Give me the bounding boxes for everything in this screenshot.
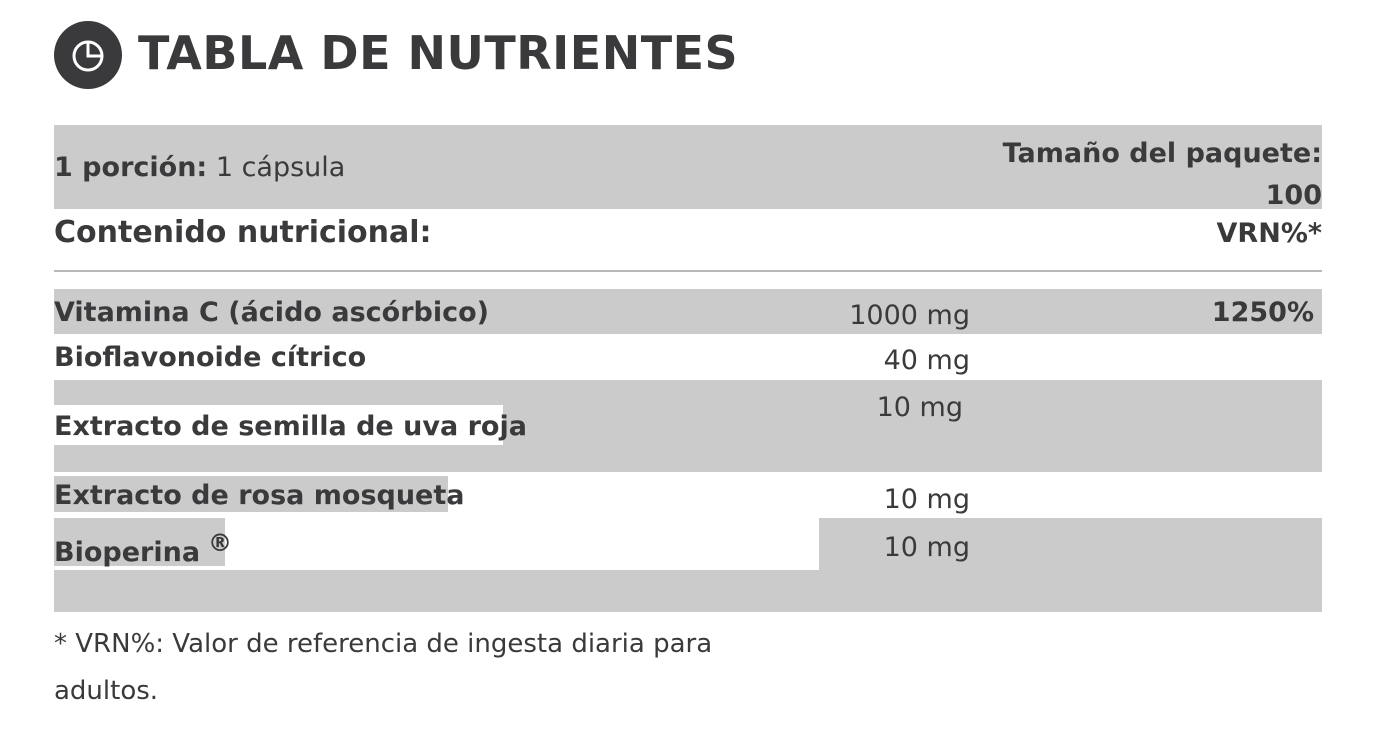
serving-row-background <box>54 125 1322 209</box>
nutritional-content-heading: Contenido nutricional: <box>54 215 432 250</box>
nutrient-name: Extracto de rosa mosqueta <box>54 480 465 511</box>
nutrient-name: Bioperina <box>54 537 201 568</box>
vrn-column-heading: VRN%* <box>1216 218 1322 249</box>
package-value: 100 <box>1265 180 1322 211</box>
serving-size: 1 porción: 1 cápsula <box>54 154 345 181</box>
nutrient-vrn: 1250% <box>1211 297 1314 328</box>
nutrient-amount: 40 mg <box>883 345 970 376</box>
nutrient-amount: 1000 mg <box>849 300 970 331</box>
nutrient-amount: 10 mg <box>876 392 963 423</box>
nutrient-amount: 10 mg <box>883 484 970 515</box>
nutrient-amount: 10 mg <box>883 532 970 563</box>
page-title: TABLA DE NUTRIENTES <box>138 26 739 80</box>
row-background-bioperine-right <box>819 518 1322 570</box>
row-background-bottom <box>54 570 1322 612</box>
divider <box>54 270 1322 272</box>
nutrient-name-container: Bioperina ® <box>54 531 232 566</box>
registered-mark: ® <box>208 529 233 557</box>
nutrient-name: Extracto de semilla de uva roja <box>54 411 527 442</box>
nutrient-name: Bioflavonoide cítrico <box>54 342 367 373</box>
nutrient-name: Vitamina C (ácido ascórbico) <box>54 297 489 328</box>
footnote: * VRN%: Valor de referencia de ingesta d… <box>54 629 713 706</box>
label-highlight-grape-seed <box>54 405 503 445</box>
row-background-vitamin-c <box>54 289 1322 334</box>
serving-label: 1 porción: <box>54 152 208 183</box>
label-highlight-rosehip <box>54 476 448 512</box>
pie-chart-icon <box>54 21 122 89</box>
serving-value: 1 cápsula <box>215 152 346 183</box>
package-label: Tamaño del paquete: <box>1002 138 1322 169</box>
label-highlight-bioperine <box>54 518 225 566</box>
package-size: Tamaño del paquete: 100 <box>1003 133 1322 217</box>
